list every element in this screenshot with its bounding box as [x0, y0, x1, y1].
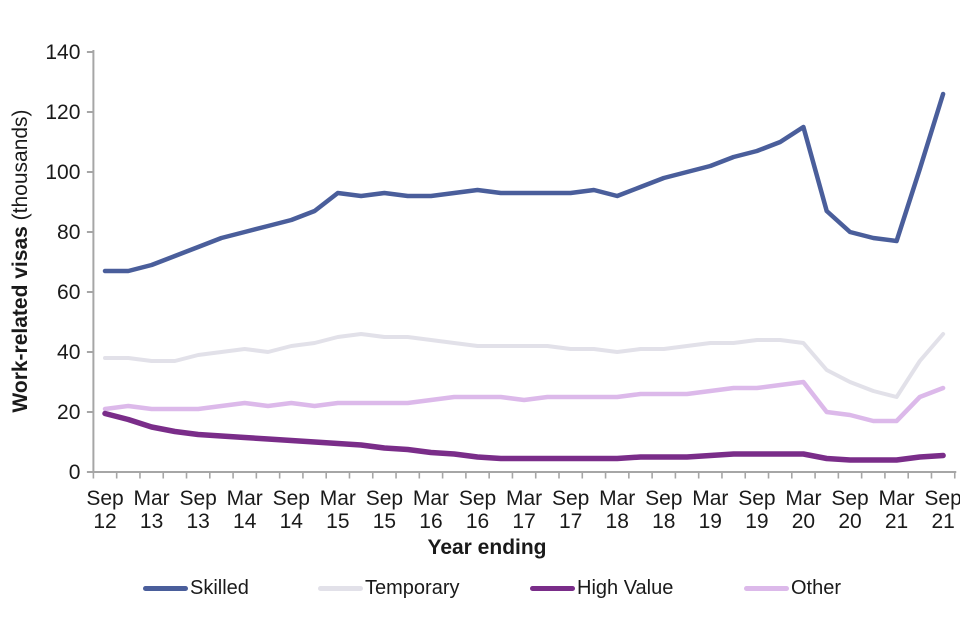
x-tick-label: Mar 13: [134, 487, 170, 533]
legend-swatch-other: [744, 585, 789, 591]
x-tick-label: Sep 14: [273, 487, 310, 533]
y-tick-label: 120: [45, 101, 80, 124]
y-tick-label: 0: [69, 461, 81, 484]
x-tick-label: Sep 12: [86, 487, 123, 533]
legend: Skilled Temporary High Value Other: [0, 576, 960, 600]
x-tick-label: Sep 20: [831, 487, 868, 533]
y-tick-label: 80: [57, 221, 80, 244]
x-tick-label: Sep 15: [366, 487, 403, 533]
y-tick-label: 20: [57, 401, 80, 424]
legend-swatch-skilled: [143, 585, 188, 591]
legend-item-high-value: High Value: [530, 576, 673, 600]
x-tick-label: Sep 16: [459, 487, 496, 533]
series-line-other: [102, 379, 946, 424]
y-axis-title-units: (thousands): [9, 109, 32, 227]
legend-item-skilled: Skilled: [143, 576, 249, 600]
x-tick-label: Mar 19: [692, 487, 728, 533]
x-tick-label: Mar 15: [320, 487, 356, 533]
x-tick-label: Sep 18: [645, 487, 682, 533]
y-axis-title-main: Work-related visas: [9, 226, 32, 413]
legend-item-temporary: Temporary: [318, 576, 459, 600]
series-line-temporary: [103, 332, 946, 399]
series-line-skilled: [102, 91, 946, 274]
x-tick-label: Sep 17: [552, 487, 589, 533]
series-line-high-value: [102, 410, 946, 463]
x-tick-label: Sep 19: [738, 487, 775, 533]
y-axis-title: Work-related visas (thousands): [9, 51, 32, 471]
x-tick-label: Mar 18: [599, 487, 635, 533]
legend-swatch-temporary: [318, 585, 363, 591]
legend-label: Other: [791, 576, 842, 599]
y-tick-label: 60: [57, 281, 80, 304]
x-tick-label: Mar 16: [413, 487, 449, 533]
x-tick-label: Mar 21: [878, 487, 914, 533]
x-tick-label: Mar 17: [506, 487, 542, 533]
y-tick-label: 40: [57, 341, 80, 364]
legend-swatch-high-value: [530, 585, 575, 591]
legend-label: Skilled: [190, 576, 249, 599]
y-tick-label: 100: [45, 161, 80, 184]
legend-item-other: Other: [744, 576, 841, 600]
x-tick-label: Mar 20: [785, 487, 821, 533]
legend-label: Temporary: [365, 576, 460, 599]
x-tick-label: Mar 14: [227, 487, 263, 533]
y-tick-label: 140: [45, 41, 80, 64]
x-axis-title: Year ending: [427, 536, 547, 559]
x-tick-label: Sep 13: [179, 487, 216, 533]
x-tick-label: Sep 21: [924, 487, 960, 533]
legend-label: High Value: [577, 576, 674, 599]
